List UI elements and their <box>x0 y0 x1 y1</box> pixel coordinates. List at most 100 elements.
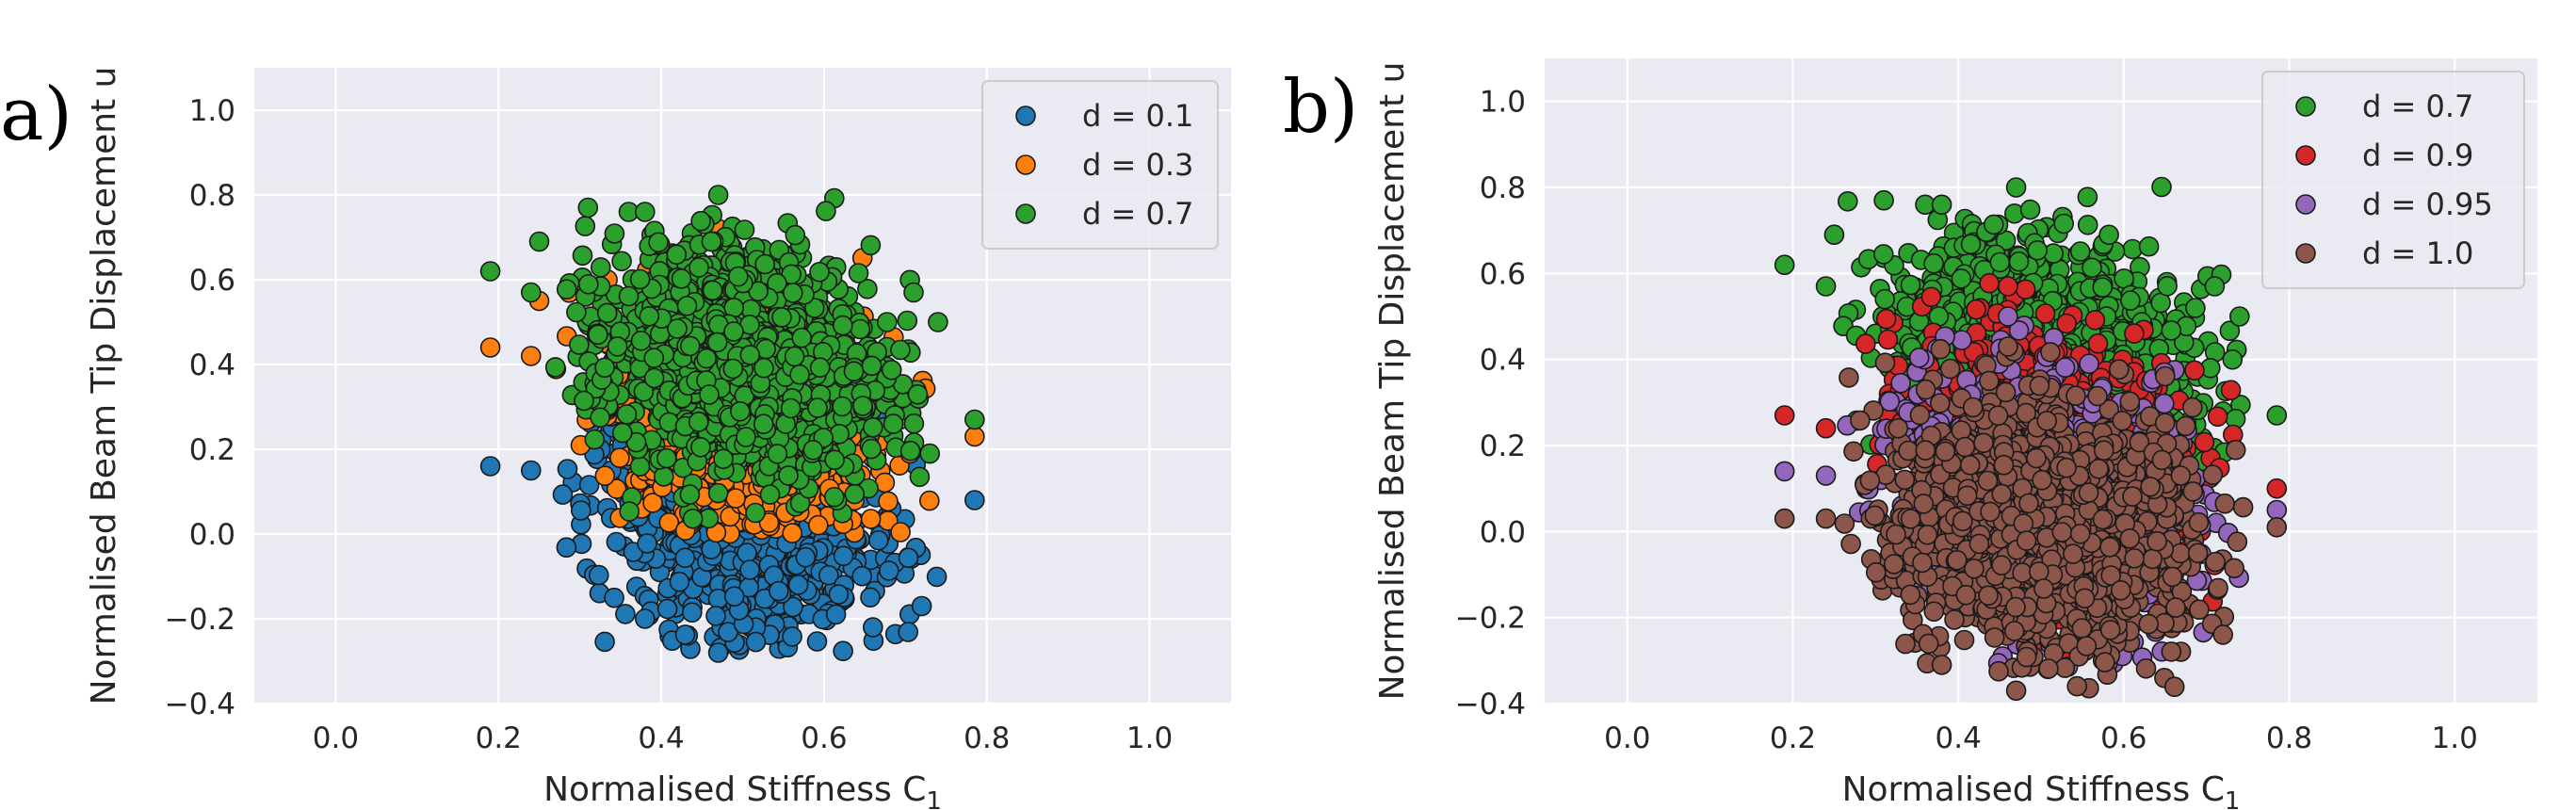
data-point <box>575 216 596 236</box>
y-tick-label: −0.4 <box>165 688 235 721</box>
data-point <box>795 546 817 568</box>
panel-label: b) <box>1283 65 1358 150</box>
data-point <box>783 596 803 618</box>
data-point <box>964 490 985 510</box>
data-point <box>656 447 677 469</box>
data-point <box>705 606 726 626</box>
data-point <box>479 456 501 477</box>
legend: d = 0.1d = 0.3d = 0.7 <box>981 80 1219 250</box>
data-point <box>2120 290 2141 311</box>
data-point <box>577 273 599 295</box>
data-point <box>919 443 941 464</box>
data-point <box>843 361 865 382</box>
data-point <box>903 282 924 303</box>
data-point <box>802 439 824 461</box>
data-point <box>803 298 825 318</box>
data-point <box>745 631 767 653</box>
data-point <box>639 305 660 327</box>
data-point <box>824 449 845 471</box>
data-point <box>867 529 889 551</box>
chart-panel-2: b)0.0 0.2 0.4 0.6 0.8 1.0−0.4−0.20.00.20.40.6… <box>1283 58 2537 810</box>
chart-panel-1: a)0.0 0.2 0.4 0.6 0.8 1.0−0.4−0.20.00.20.40.6… <box>0 67 1231 810</box>
data-point <box>1979 272 2000 294</box>
data-point <box>2185 298 2206 318</box>
data-point <box>556 279 577 300</box>
data-point <box>557 459 578 479</box>
data-point <box>767 444 788 464</box>
data-point <box>572 245 593 267</box>
data-point <box>850 318 871 340</box>
data-point <box>2266 405 2288 426</box>
data-point <box>909 466 931 488</box>
legend-entry-label: d = 0.7 <box>1082 196 1193 232</box>
data-point <box>2092 277 2114 298</box>
data-point <box>679 335 701 357</box>
data-point <box>806 631 828 652</box>
data-point <box>739 559 760 580</box>
data-point <box>707 482 729 504</box>
data-point <box>782 523 803 543</box>
data-point <box>890 339 911 361</box>
data-point <box>778 465 799 486</box>
data-point <box>643 367 665 389</box>
data-point <box>2082 257 2102 279</box>
data-point <box>520 460 542 481</box>
data-point <box>667 318 688 339</box>
data-point <box>768 580 789 602</box>
data-point <box>876 312 898 332</box>
data-point <box>791 327 813 348</box>
series-d-0.7 <box>479 185 985 529</box>
data-point <box>609 447 630 468</box>
data-point <box>852 396 873 416</box>
data-point <box>594 465 616 487</box>
data-point <box>2077 215 2098 235</box>
data-point <box>669 571 690 592</box>
data-point <box>681 602 703 624</box>
data-point <box>544 357 566 378</box>
data-point <box>1875 308 1897 330</box>
data-point <box>666 244 688 266</box>
x-axis-label: Normalised Stiffness C1 <box>543 770 942 810</box>
data-point <box>674 547 696 569</box>
data-point <box>570 500 591 521</box>
legend-entry-label: d = 0.1 <box>1082 98 1193 134</box>
data-point <box>1923 252 1944 274</box>
data-point <box>556 537 577 559</box>
data-point <box>862 617 883 638</box>
data-point <box>671 268 692 289</box>
data-point <box>857 278 878 300</box>
data-point <box>702 280 723 301</box>
data-point <box>964 426 985 447</box>
x-tick-label: 0.6 <box>801 721 847 755</box>
data-point <box>881 359 902 381</box>
y-tick-label: 0.6 <box>189 264 235 298</box>
data-point <box>588 324 608 346</box>
data-point <box>577 197 599 219</box>
data-point <box>569 334 590 355</box>
panel-label: a) <box>0 73 73 157</box>
data-point <box>1873 189 1894 211</box>
data-point <box>629 268 651 290</box>
data-point <box>1874 288 1895 310</box>
data-point <box>771 307 792 328</box>
data-point <box>1774 254 1795 276</box>
data-point <box>1815 276 1837 297</box>
data-point <box>578 475 600 495</box>
legend-marker <box>1015 154 1036 175</box>
x-tick-label: 0.0 <box>313 721 359 755</box>
data-point <box>701 231 722 252</box>
data-point <box>656 598 678 620</box>
data-point <box>696 348 718 369</box>
data-point <box>860 235 882 256</box>
data-point <box>619 501 640 522</box>
y-tick-label: −0.2 <box>165 603 235 637</box>
data-point <box>903 413 925 434</box>
data-point <box>674 624 696 645</box>
data-point <box>759 484 781 505</box>
data-point <box>707 185 729 205</box>
data-point <box>809 357 831 379</box>
data-point <box>2157 275 2178 297</box>
data-point <box>833 545 854 567</box>
data-point <box>899 440 921 462</box>
